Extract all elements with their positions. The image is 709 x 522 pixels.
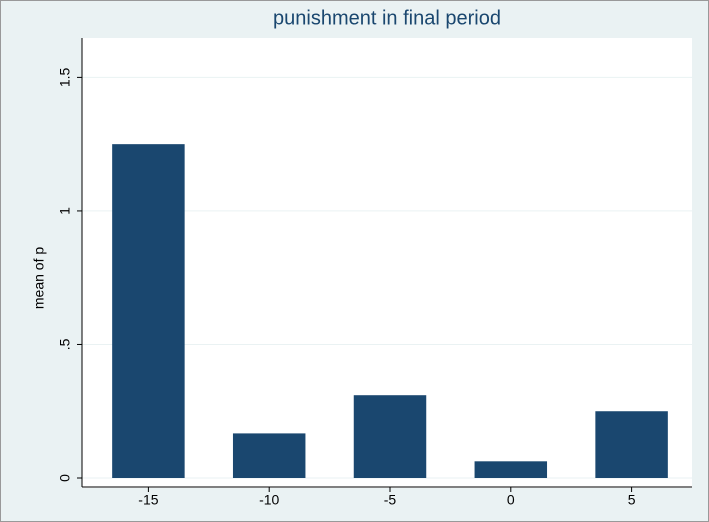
bar: [595, 411, 668, 478]
y-tick-label: .5: [57, 338, 73, 350]
x-tick-label: -10: [259, 492, 279, 508]
x-tick-label: 5: [628, 492, 636, 508]
x-tick-label: 0: [507, 492, 515, 508]
bar: [112, 144, 185, 478]
y-tick-label: 1: [57, 207, 73, 215]
x-tick-label: -5: [384, 492, 397, 508]
bar: [232, 433, 306, 478]
y-tick-label: 0: [57, 474, 73, 482]
y-axis-label: mean of p: [31, 247, 47, 309]
x-tick-label: -15: [138, 492, 158, 508]
bar: [474, 461, 548, 478]
bar: [353, 395, 427, 478]
y-tick-label: 1.5: [57, 67, 73, 87]
chart-title: punishment in final period: [273, 7, 501, 29]
